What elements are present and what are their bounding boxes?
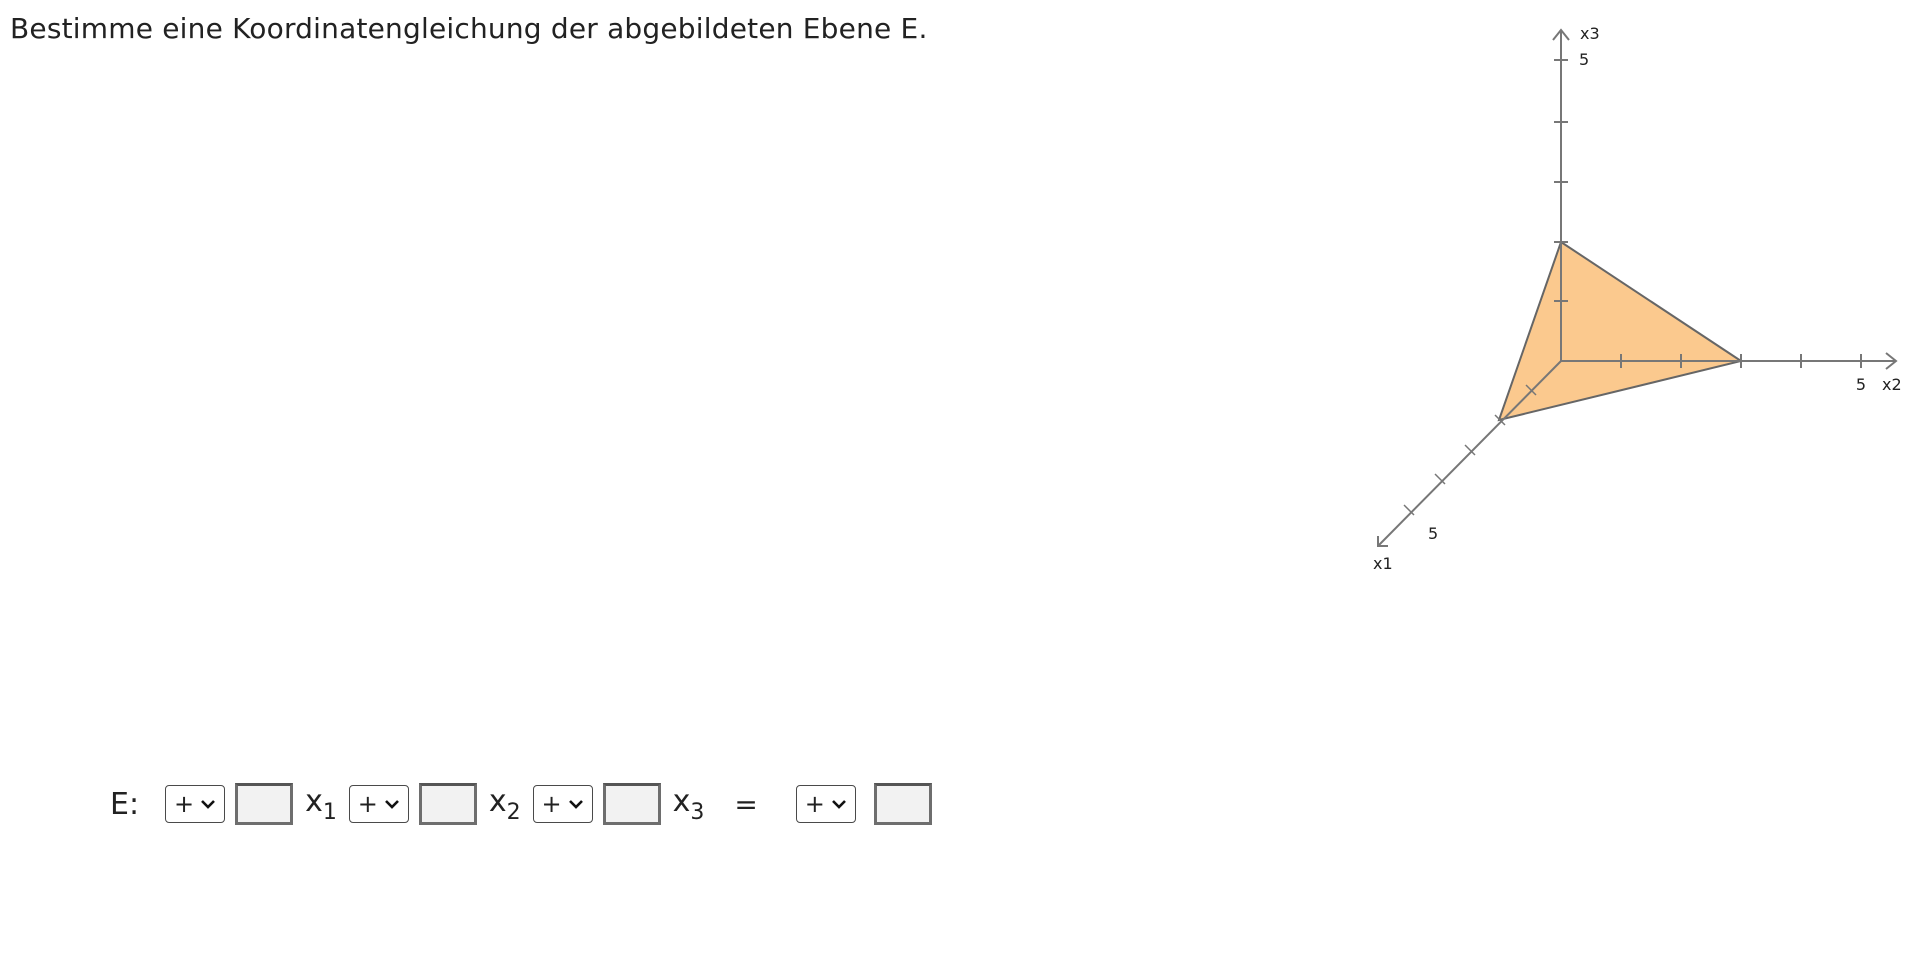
x2-arrow-head: [1885, 352, 1898, 370]
chevron-down-icon: [568, 800, 583, 809]
coef-input-x3[interactable]: [602, 783, 661, 825]
x1-axis-label: x1: [1373, 554, 1393, 573]
sign-select-2[interactable]: +: [348, 785, 409, 823]
x2-tick-label: 5: [1856, 375, 1866, 394]
coordinate-system-svg: x3 5 5 x2 5 x1: [1373, 24, 1902, 573]
x1-ticks: [1403, 384, 1537, 516]
coef-input-x2[interactable]: [418, 783, 477, 825]
x2-axis-label: x2: [1882, 375, 1902, 394]
x3-ticks: [1554, 59, 1568, 302]
x3-axis-label: x3: [1580, 24, 1600, 43]
sign-select-3[interactable]: +: [532, 785, 593, 823]
equals-sign: =: [734, 787, 758, 821]
sign-select-rhs[interactable]: +: [795, 785, 856, 823]
x3-tick-label: 5: [1579, 50, 1589, 69]
chevron-down-icon: [384, 800, 399, 809]
rhs-input[interactable]: [873, 783, 932, 825]
chevron-down-icon: [201, 800, 216, 809]
var-x3: x3: [672, 783, 705, 825]
equation-row: E: + x1 + x2 + x3 = +: [110, 780, 932, 828]
sign-value: +: [804, 790, 825, 818]
x1-arrow-head: [1377, 536, 1388, 547]
sign-value: +: [174, 790, 195, 818]
sign-select-1[interactable]: +: [165, 785, 226, 823]
task-prompt: Bestimme eine Koordinatengleichung der a…: [10, 12, 928, 45]
x1-axis: [1377, 360, 1562, 547]
plane-figure: x3 5 5 x2 5 x1: [1360, 20, 1920, 584]
x3-arrow-head: [1552, 28, 1570, 41]
coef-input-x1[interactable]: [235, 783, 294, 825]
x1-tick-label: 5: [1428, 524, 1438, 543]
var-x1: x1: [305, 783, 337, 825]
equation-label: E:: [110, 786, 140, 822]
x2-ticks: [1620, 354, 1862, 368]
sign-value: +: [357, 790, 378, 818]
chevron-down-icon: [831, 800, 846, 809]
var-x2: x2: [488, 783, 521, 825]
sign-value: +: [541, 790, 562, 818]
plane-e: [1497, 240, 1744, 422]
